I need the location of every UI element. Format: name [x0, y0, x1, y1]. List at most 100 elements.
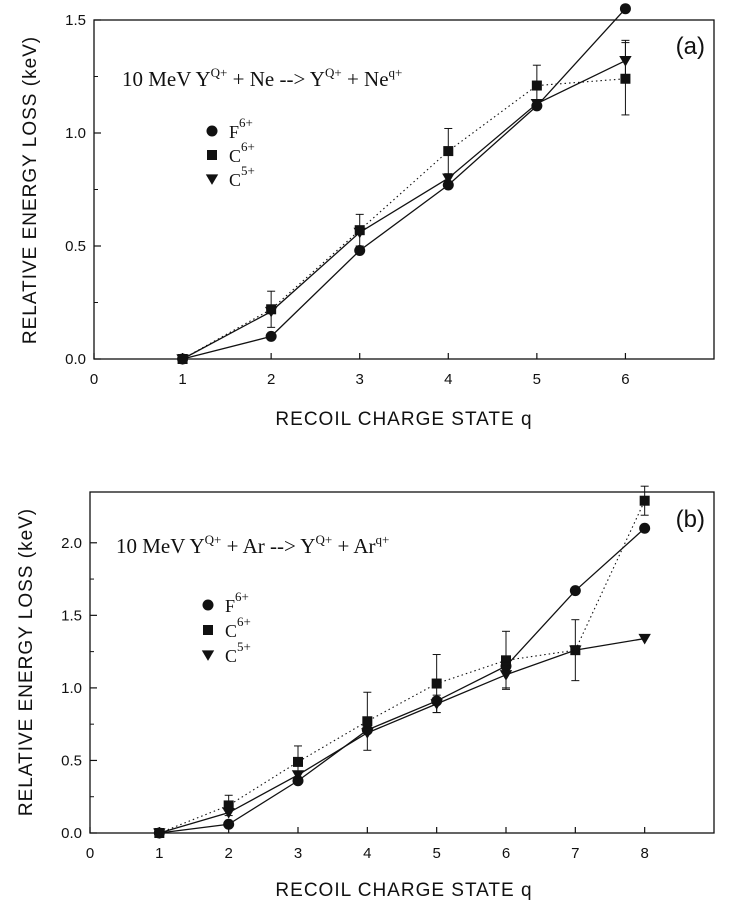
- data-point-triangle: [291, 770, 305, 781]
- y-tick-label: 0.0: [61, 825, 82, 842]
- x-tick-label: 4: [444, 371, 452, 388]
- legend-charge: 6+: [237, 614, 251, 629]
- data-point-square: [431, 678, 442, 689]
- legend-charge: 5+: [237, 639, 251, 654]
- x-tick-label: 5: [533, 371, 541, 388]
- x-tick-label: 0: [90, 371, 98, 388]
- series-f-6plus: [177, 3, 631, 365]
- legend-label: F6+: [225, 589, 249, 616]
- y-axis-label: RELATIVE ENERGY LOSS (keV): [16, 508, 37, 816]
- x-tick-label: 2: [224, 845, 232, 862]
- y-tick-label: 1.5: [65, 12, 86, 29]
- legend-charge: 6+: [241, 139, 255, 154]
- x-tick-label: 3: [294, 845, 302, 862]
- data-point-triangle: [353, 227, 366, 239]
- data-point-square: [223, 800, 234, 811]
- x-tick-label: 3: [356, 371, 364, 388]
- data-point-triangle: [264, 306, 278, 318]
- panel-label: (a): [676, 33, 705, 60]
- annotation-text: 10 MeV Y: [116, 534, 205, 558]
- annotation-superscript: q+: [376, 532, 390, 547]
- legend-label: C6+: [225, 614, 251, 641]
- legend-marker-square: [203, 625, 213, 635]
- data-point-square: [362, 716, 373, 727]
- legend-marker-circle: [206, 125, 218, 137]
- legend-charge: 6+: [235, 589, 249, 604]
- annotation-superscript: q+: [389, 65, 403, 80]
- legend-element: C: [225, 646, 237, 666]
- annotation-text: + Ar: [332, 534, 375, 558]
- data-point-triangle: [499, 670, 513, 681]
- reaction-annotation: 10 MeV YQ+ + Ar --> YQ+ + Arq+: [116, 532, 389, 558]
- series-line: [182, 78, 626, 360]
- annotation-superscript: Q+: [211, 65, 228, 80]
- x-tick-label: 1: [155, 845, 163, 862]
- x-tick-label: 1: [178, 371, 186, 388]
- x-axis-label: RECOIL CHARGE STATE q: [275, 880, 532, 901]
- data-point-triangle: [530, 98, 544, 110]
- annotation-superscript: Q+: [205, 532, 222, 547]
- data-point-triangle: [442, 173, 455, 185]
- y-tick-label: 2.0: [61, 535, 82, 552]
- data-point-circle: [223, 818, 235, 830]
- x-tick-label: 6: [502, 845, 510, 862]
- data-point-square: [501, 655, 511, 666]
- series-c-5plus: [176, 39, 632, 365]
- data-point-circle: [619, 3, 631, 15]
- data-point-triangle: [638, 633, 651, 645]
- data-point-triangle: [619, 56, 632, 67]
- data-point-circle: [569, 585, 581, 597]
- annotation-text: + Ne: [342, 67, 389, 91]
- legend-marker-triangle: [201, 650, 215, 661]
- legend-charge: 5+: [241, 163, 255, 178]
- legend-marker-triangle: [205, 174, 219, 185]
- data-point-triangle: [569, 645, 582, 657]
- x-tick-label: 2: [267, 371, 275, 388]
- y-axis-label: RELATIVE ENERGY LOSS (keV): [20, 36, 41, 344]
- legend-element: F: [225, 596, 235, 616]
- data-point-triangle: [176, 354, 189, 365]
- data-point-circle: [442, 179, 454, 191]
- data-point-triangle: [361, 728, 374, 739]
- legend-label: C5+: [229, 163, 255, 190]
- legend-element: C: [225, 621, 237, 641]
- y-tick-label: 0.5: [61, 752, 82, 769]
- data-point-triangle: [153, 828, 166, 839]
- plot-frame: [89, 491, 715, 834]
- data-point-square: [293, 756, 303, 767]
- x-axis-label: RECOIL CHARGE STATE q: [275, 409, 532, 430]
- x-tick-label: 8: [640, 845, 648, 862]
- legend-marker-square: [207, 150, 217, 160]
- series-line: [159, 637, 645, 834]
- panel-label: (b): [676, 506, 705, 533]
- x-tick-label: 0: [86, 845, 94, 862]
- data-point-triangle: [222, 808, 235, 819]
- series-line: [182, 60, 626, 360]
- legend-element: C: [229, 146, 241, 166]
- data-point-circle: [639, 522, 651, 534]
- x-tick-label: 7: [571, 845, 579, 862]
- annotation-superscript: Q+: [315, 532, 332, 547]
- legend-charge: 6+: [239, 115, 253, 130]
- x-tick-label: 5: [432, 845, 440, 862]
- data-point-square: [639, 495, 650, 506]
- y-tick-label: 1.0: [65, 125, 86, 142]
- data-point-triangle: [430, 699, 443, 710]
- series-c-5plus: [153, 633, 651, 839]
- annotation-text: + Ar --> Y: [221, 534, 315, 558]
- legend-element: F: [229, 122, 239, 142]
- legend-label: F6+: [229, 115, 253, 142]
- data-point-square: [531, 80, 542, 91]
- panel-b: 0 1 2 3 4 5 6 7 8 0.0 0.5 1.0 1.5 2.0 RECOIL CHARGE ST…: [16, 485, 715, 901]
- legend-label: C6+: [229, 139, 255, 166]
- legend-label: C5+: [225, 639, 251, 666]
- y-tick-label: 0.5: [65, 238, 86, 255]
- reaction-annotation: 10 MeV YQ+ + Ne --> YQ+ + Neq+: [122, 65, 402, 91]
- data-point-circle: [354, 245, 366, 257]
- annotation-superscript: Q+: [325, 65, 342, 80]
- x-tick-label: 4: [363, 845, 371, 862]
- y-tick-label: 0.0: [65, 351, 86, 368]
- legend-element: C: [229, 170, 241, 190]
- series-line: [182, 8, 626, 360]
- y-tick-label: 1.0: [61, 680, 82, 697]
